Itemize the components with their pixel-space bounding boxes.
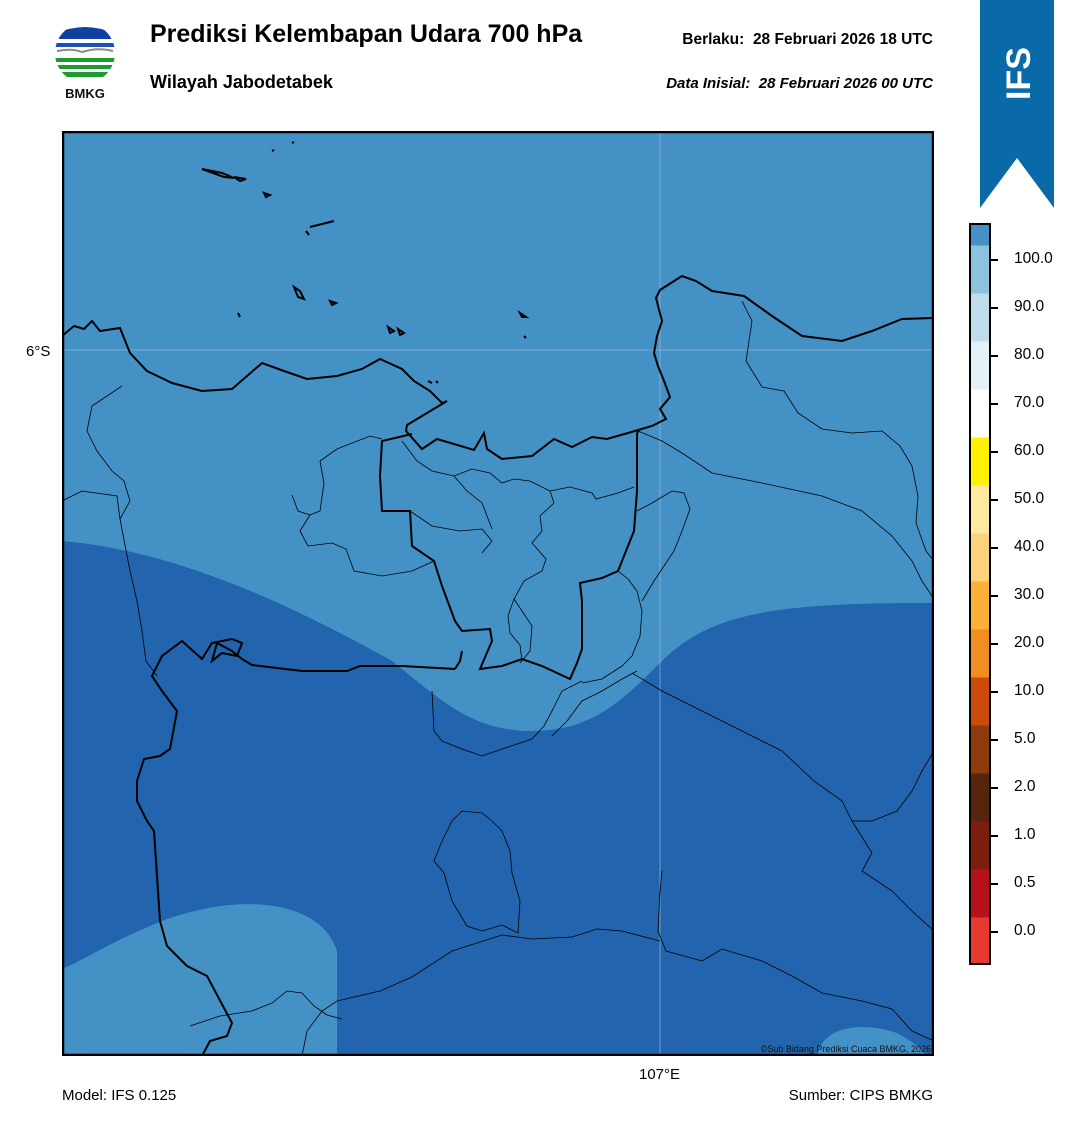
colorbar-tick [990,931,998,933]
colorbar-tick [990,451,998,453]
colorbar-segment [969,821,991,870]
humidity-80-90-area [62,541,934,1056]
logo-text: BMKG [65,86,105,101]
colorbar-tick [990,547,998,549]
province-boundary [378,430,639,681]
colorbar [969,223,991,965]
colorbar-segment [969,437,991,486]
colorbar-segment [969,629,991,678]
colorbar-segment [969,917,991,965]
valid-time: Berlaku: 28 Februari 2026 18 UTC [682,31,933,49]
colorbar-segment [969,389,991,438]
colorbar-tick-label: 20.0 [1014,634,1045,651]
colorbar-tick-label: 0.0 [1014,922,1036,939]
coastline [62,274,934,461]
regency-boundaries [62,300,934,1056]
colorbar-tick [990,403,998,405]
colorbar-tick-label: 60.0 [1014,442,1045,459]
islands [201,141,530,384]
humidity-70-80-patch [817,1026,927,1056]
colorbar-segment [969,581,991,630]
colorbar-segment [969,485,991,534]
ifs-ribbon-label: IFS [1000,47,1038,100]
colorbar-tick [990,259,998,261]
map-credit: ©Sub Bidang Prediksi Cuaca BMKG, 2026 [761,1044,931,1054]
colorbar-segment [969,245,991,294]
colorbar-tick-label: 0.5 [1014,874,1036,891]
valid-label: Berlaku: [682,31,745,48]
valid-value: 28 Februari 2026 18 UTC [752,31,933,48]
colorbar-segment [969,677,991,726]
colorbar-tick [990,643,998,645]
colorbar-tick [990,499,998,501]
colorbar-tick-label: 40.0 [1014,538,1045,555]
init-time: Data Inisial: 28 Februari 2026 00 UTC [666,75,933,92]
colorbar-tick [990,691,998,693]
colorbar-tick-label: 10.0 [1014,682,1045,699]
bmkg-logo: BMKG [55,23,115,101]
colorbar-tick-label: 2.0 [1014,778,1036,795]
colorbar-tick-label: 50.0 [1014,490,1045,507]
colorbar-tick [990,595,998,597]
init-label: Data Inisial: [666,75,751,92]
colorbar-tick-label: 70.0 [1014,394,1045,411]
ifs-ribbon [980,0,1054,208]
lat-label: 6°S [26,343,51,360]
map-border [62,131,934,1056]
colorbar-tick-label: 90.0 [1014,298,1045,315]
page-subtitle: Wilayah Jabodetabek [150,72,333,92]
colorbar-tick [990,835,998,837]
colorbar-tick [990,355,998,357]
banten-boundary [136,637,456,1056]
colorbar-tick [990,307,998,309]
colorbar-tick-label: 1.0 [1014,826,1036,843]
colorbar-tick [990,883,998,885]
colorbar-tick-label: 80.0 [1014,346,1045,363]
init-value: 28 Februari 2026 00 UTC [758,75,933,92]
colorbar-segment [969,293,991,342]
colorbar-tick [990,739,998,741]
colorbar-tick-label: 100.0 [1014,250,1053,267]
colorbar-segment [969,869,991,918]
colorbar-border [969,223,991,965]
footer-source: Sumber: CIPS BMKG [788,1087,933,1104]
colorbar-segment [969,773,991,822]
page-title: Prediksi Kelembapan Udara 700 hPa [150,20,583,48]
colorbar-segment [969,533,991,582]
lon-label: 107°E [639,1066,681,1083]
map: ©Sub Bidang Prediksi Cuaca BMKG, 2026 [62,131,934,1056]
colorbar-tick-label: 5.0 [1014,730,1036,747]
colorbar-segment [969,341,991,390]
banten-boundary-hook [454,650,463,670]
footer-model: Model: IFS 0.125 [62,1087,177,1104]
colorbar-segment [969,223,991,246]
colorbar-segment [969,725,991,774]
ifs-ribbon-label-wrap: IFS [1000,47,1038,100]
colorbar-tick [990,787,998,789]
colorbar-tick-label: 30.0 [1014,586,1045,603]
